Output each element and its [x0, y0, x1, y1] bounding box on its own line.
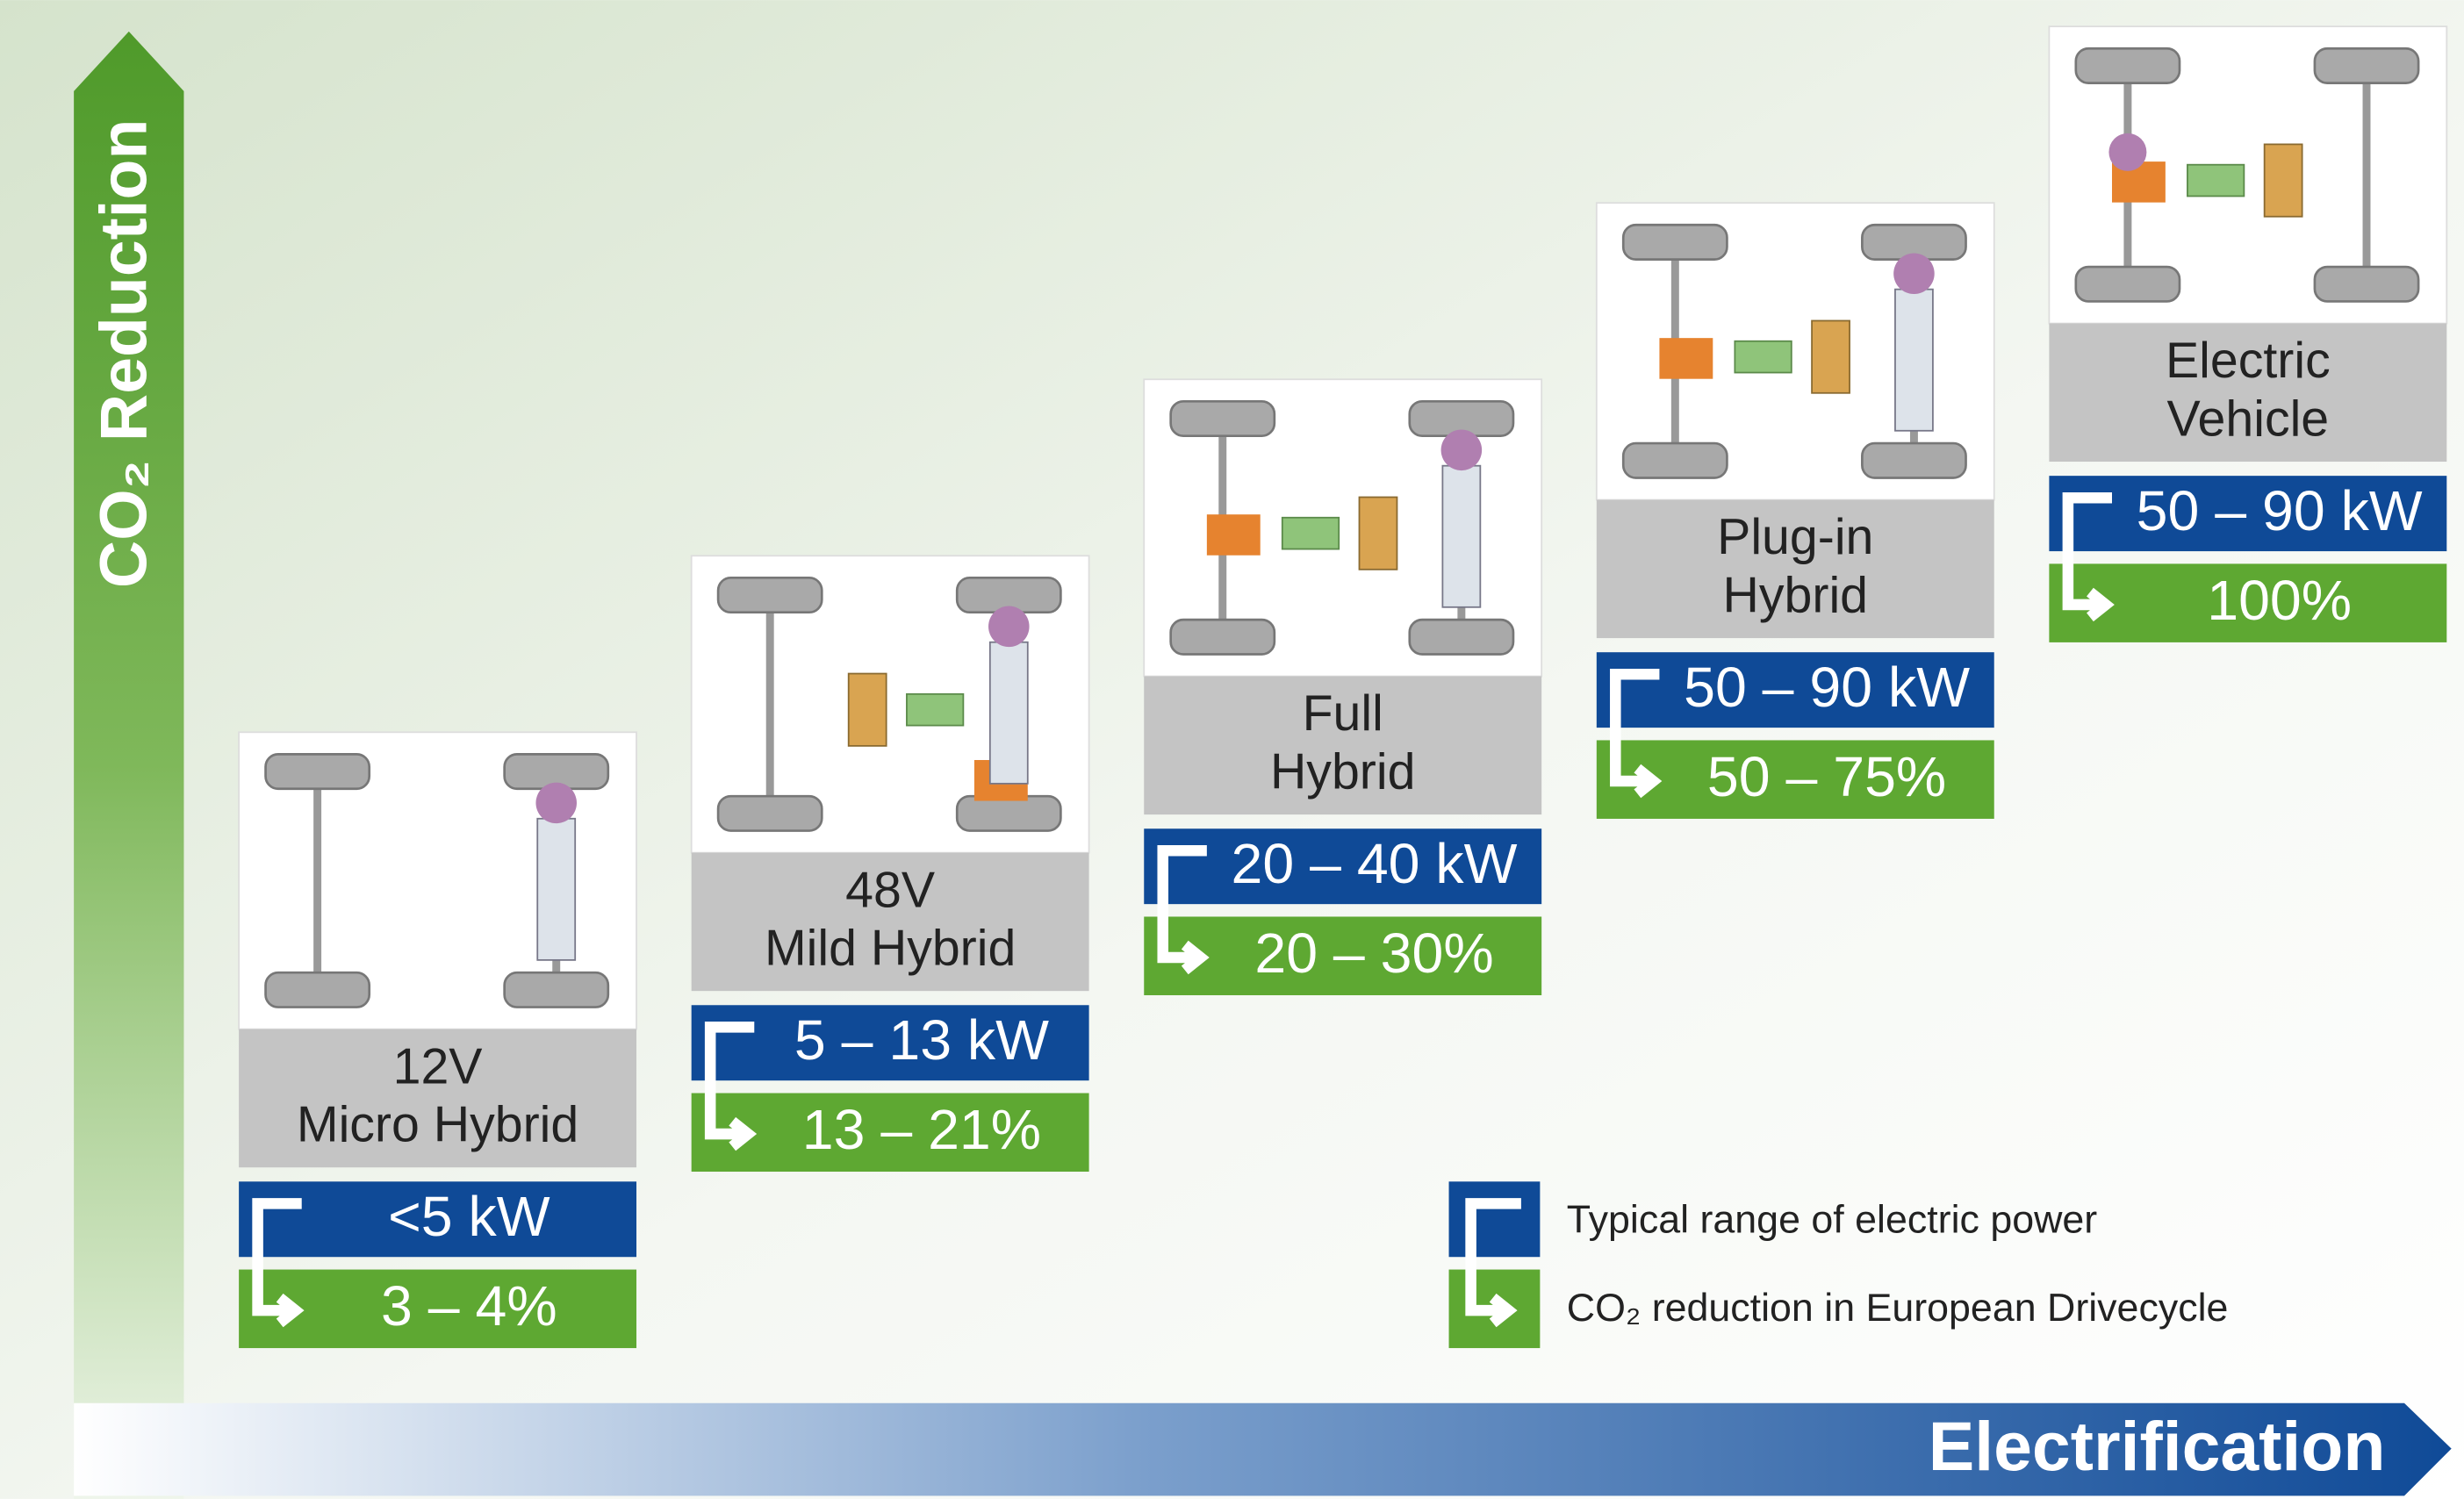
- wheel: [2076, 267, 2180, 301]
- inverter: [907, 694, 963, 726]
- starter: [535, 783, 577, 824]
- inverter: [2187, 165, 2244, 197]
- wheel: [505, 972, 608, 1007]
- starter: [1893, 253, 1935, 294]
- wheel: [1171, 401, 1275, 435]
- power-text: 5 – 13 kW: [794, 1008, 1049, 1072]
- legend-power-swatch: [1449, 1181, 1541, 1257]
- x-axis-label: Electrification: [1929, 1408, 2386, 1485]
- co2-text: 3 – 4%: [381, 1274, 557, 1338]
- wheel: [266, 754, 370, 788]
- legend-power-text: Typical range of electric power: [1567, 1198, 2098, 1242]
- stage-name: 48V: [845, 862, 935, 918]
- stage-name: Micro Hybrid: [297, 1097, 578, 1153]
- engine: [537, 819, 575, 960]
- wheel: [957, 796, 1060, 830]
- y-axis-label: CO₂ Reduction: [87, 119, 161, 589]
- wheel: [266, 972, 370, 1007]
- stage-name: Mild Hybrid: [765, 921, 1016, 977]
- wheel: [1171, 620, 1275, 654]
- stage-name: Hybrid: [1270, 743, 1415, 800]
- engine: [1895, 290, 1933, 431]
- power-text: <5 kW: [388, 1185, 550, 1248]
- battery: [1812, 320, 1850, 392]
- starter: [1441, 430, 1483, 471]
- battery: [2265, 144, 2302, 216]
- co2-text: 100%: [2207, 569, 2352, 632]
- motor-top: [2108, 133, 2146, 171]
- wheel: [718, 796, 822, 830]
- stage-name: Electric: [2166, 333, 2331, 389]
- wheel: [718, 577, 822, 612]
- motor: [1207, 514, 1261, 556]
- inverter: [1282, 518, 1339, 549]
- stage-name: Full: [1303, 685, 1383, 742]
- wheel: [2315, 48, 2418, 82]
- co2-text: 13 – 21%: [802, 1098, 1041, 1161]
- stage-name: Hybrid: [1723, 567, 1868, 623]
- engine: [990, 642, 1028, 784]
- motor: [1659, 338, 1713, 379]
- battery: [849, 674, 887, 746]
- inverter: [1735, 341, 1791, 373]
- stage-name: Vehicle: [2167, 391, 2330, 447]
- wheel: [1862, 443, 1965, 477]
- co2-text: 20 – 30%: [1254, 922, 1493, 985]
- power-text: 50 – 90 kW: [1684, 656, 1970, 719]
- wheel: [1623, 225, 1727, 259]
- starter: [988, 606, 1030, 648]
- battery: [1360, 497, 1397, 569]
- stage-name: Plug-in: [1717, 509, 1873, 565]
- legend-co2-text: CO₂ reduction in European Drivecycle: [1567, 1286, 2229, 1330]
- diagram: CO₂ Reduction Electrification Typical ra…: [0, 0, 2464, 1499]
- wheel: [1623, 443, 1727, 477]
- wheel: [2076, 48, 2180, 82]
- power-text: 50 – 90 kW: [2137, 479, 2423, 542]
- wheel: [2315, 267, 2418, 301]
- engine: [1442, 466, 1480, 607]
- stage-name: 12V: [393, 1038, 483, 1094]
- co2-text: 50 – 75%: [1707, 745, 1946, 808]
- wheel: [1410, 620, 1513, 654]
- power-text: 20 – 40 kW: [1232, 832, 1518, 895]
